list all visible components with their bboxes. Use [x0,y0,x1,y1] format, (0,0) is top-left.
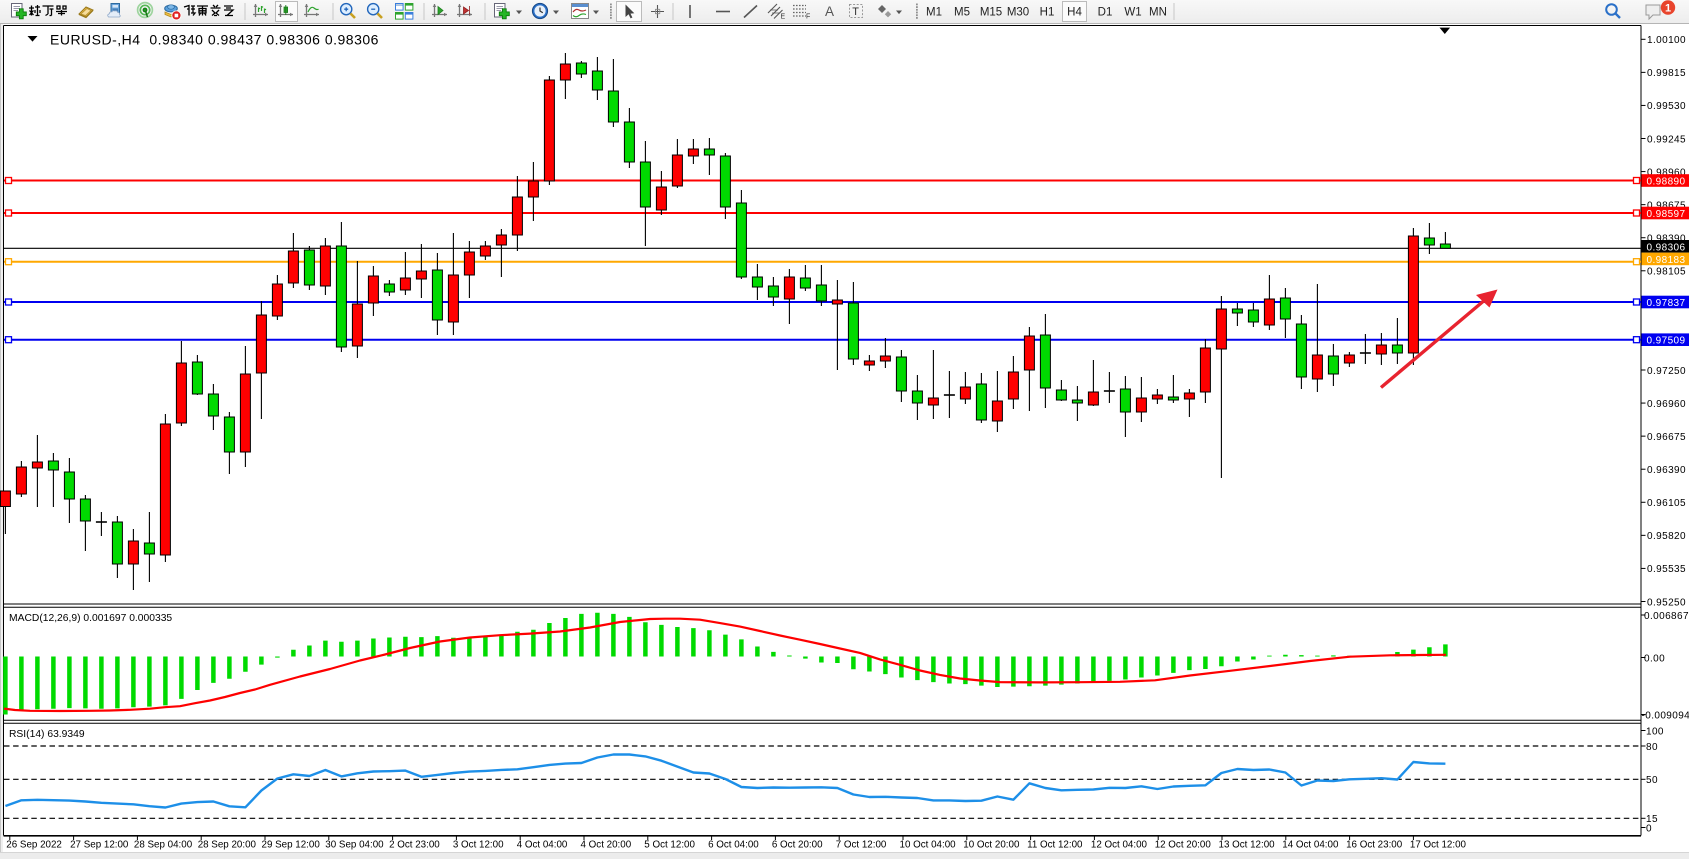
svg-text:26 Sep 2022: 26 Sep 2022 [6,840,62,851]
svg-text:0.96390: 0.96390 [1647,465,1686,476]
svg-text:50: 50 [1646,775,1658,786]
svg-text:13 Oct 12:00: 13 Oct 12:00 [1219,840,1276,851]
svg-text:11 Oct 12:00: 11 Oct 12:00 [1027,840,1083,851]
svg-text:27 Sep 12:00: 27 Sep 12:00 [70,840,129,851]
svg-text:30 Sep 04:00: 30 Sep 04:00 [325,840,384,851]
svg-text:0.98105: 0.98105 [1647,267,1686,278]
svg-text:2 Oct 23:00: 2 Oct 23:00 [389,840,440,851]
svg-text:E: E [781,14,786,21]
svg-text:0.99815: 0.99815 [1647,68,1686,79]
svg-text:F: F [806,14,810,21]
svg-text:0.97250: 0.97250 [1647,366,1686,377]
svg-text:0.95535: 0.95535 [1647,564,1686,575]
svg-text:0.00: 0.00 [1644,653,1665,664]
svg-text:H4: H4 [1067,7,1082,19]
svg-text:0.96960: 0.96960 [1647,399,1686,410]
svg-text:0.97837: 0.97837 [1647,298,1686,309]
svg-text:D1: D1 [1098,7,1113,19]
svg-text:28 Sep 04:00: 28 Sep 04:00 [134,840,193,851]
svg-text:A: A [825,4,834,19]
svg-text:1.00100: 1.00100 [1647,35,1686,46]
svg-text:0.96105: 0.96105 [1647,498,1686,509]
svg-text:10 Oct 20:00: 10 Oct 20:00 [963,840,1020,851]
svg-text:H1: H1 [1040,7,1055,19]
svg-text:0.97509: 0.97509 [1647,336,1686,347]
svg-text:12 Oct 04:00: 12 Oct 04:00 [1091,840,1148,851]
svg-text:17 Oct 12:00: 17 Oct 12:00 [1410,840,1467,851]
svg-text:14 Oct 04:00: 14 Oct 04:00 [1282,840,1339,851]
svg-text:MN: MN [1149,7,1167,19]
svg-text:-0.009094: -0.009094 [1642,710,1689,721]
svg-text:W1: W1 [1124,7,1141,19]
svg-text:0.99245: 0.99245 [1647,134,1686,145]
svg-text:28 Sep 20:00: 28 Sep 20:00 [198,840,257,851]
svg-text:0.95250: 0.95250 [1647,597,1686,608]
svg-text:0.98890: 0.98890 [1647,177,1686,188]
svg-text:M15: M15 [980,7,1002,19]
svg-text:3 Oct 12:00: 3 Oct 12:00 [453,840,504,851]
svg-text:4 Oct 04:00: 4 Oct 04:00 [517,840,568,851]
svg-text:7 Oct 12:00: 7 Oct 12:00 [836,840,887,851]
svg-text:16 Oct 23:00: 16 Oct 23:00 [1346,840,1403,851]
svg-text:M1: M1 [926,7,942,19]
svg-text:4 Oct 20:00: 4 Oct 20:00 [581,840,632,851]
svg-text:0: 0 [1646,823,1652,834]
svg-text:MACD(12,26,9) 0.001697 0.00033: MACD(12,26,9) 0.001697 0.000335 [9,613,172,624]
svg-text:80: 80 [1646,742,1658,753]
svg-text:12 Oct 20:00: 12 Oct 20:00 [1155,840,1212,851]
svg-text:100: 100 [1646,726,1664,737]
svg-text:0.98183: 0.98183 [1647,255,1686,266]
svg-text:0.96675: 0.96675 [1647,432,1686,443]
svg-text:6 Oct 04:00: 6 Oct 04:00 [708,840,759,851]
svg-text:0.95820: 0.95820 [1647,531,1686,542]
svg-text:M5: M5 [954,7,970,19]
svg-text:EURUSD-,H4 0.98340 0.98437 0.: EURUSD-,H4 0.98340 0.98437 0.98306 0.983… [50,32,379,48]
svg-text:29 Sep 12:00: 29 Sep 12:00 [262,840,321,851]
svg-text:0.98597: 0.98597 [1647,209,1686,220]
svg-text:T: T [852,6,859,18]
svg-text:0.99530: 0.99530 [1647,101,1686,112]
svg-text:RSI(14) 63.9349: RSI(14) 63.9349 [9,729,85,740]
svg-text:0.006867: 0.006867 [1644,611,1689,622]
svg-text:M30: M30 [1007,7,1029,19]
svg-text:1: 1 [1665,3,1671,15]
svg-text:10 Oct 04:00: 10 Oct 04:00 [900,840,957,851]
svg-text:5 Oct 12:00: 5 Oct 12:00 [644,840,695,851]
svg-text:6 Oct 20:00: 6 Oct 20:00 [772,840,823,851]
svg-text:0.98306: 0.98306 [1647,242,1686,253]
